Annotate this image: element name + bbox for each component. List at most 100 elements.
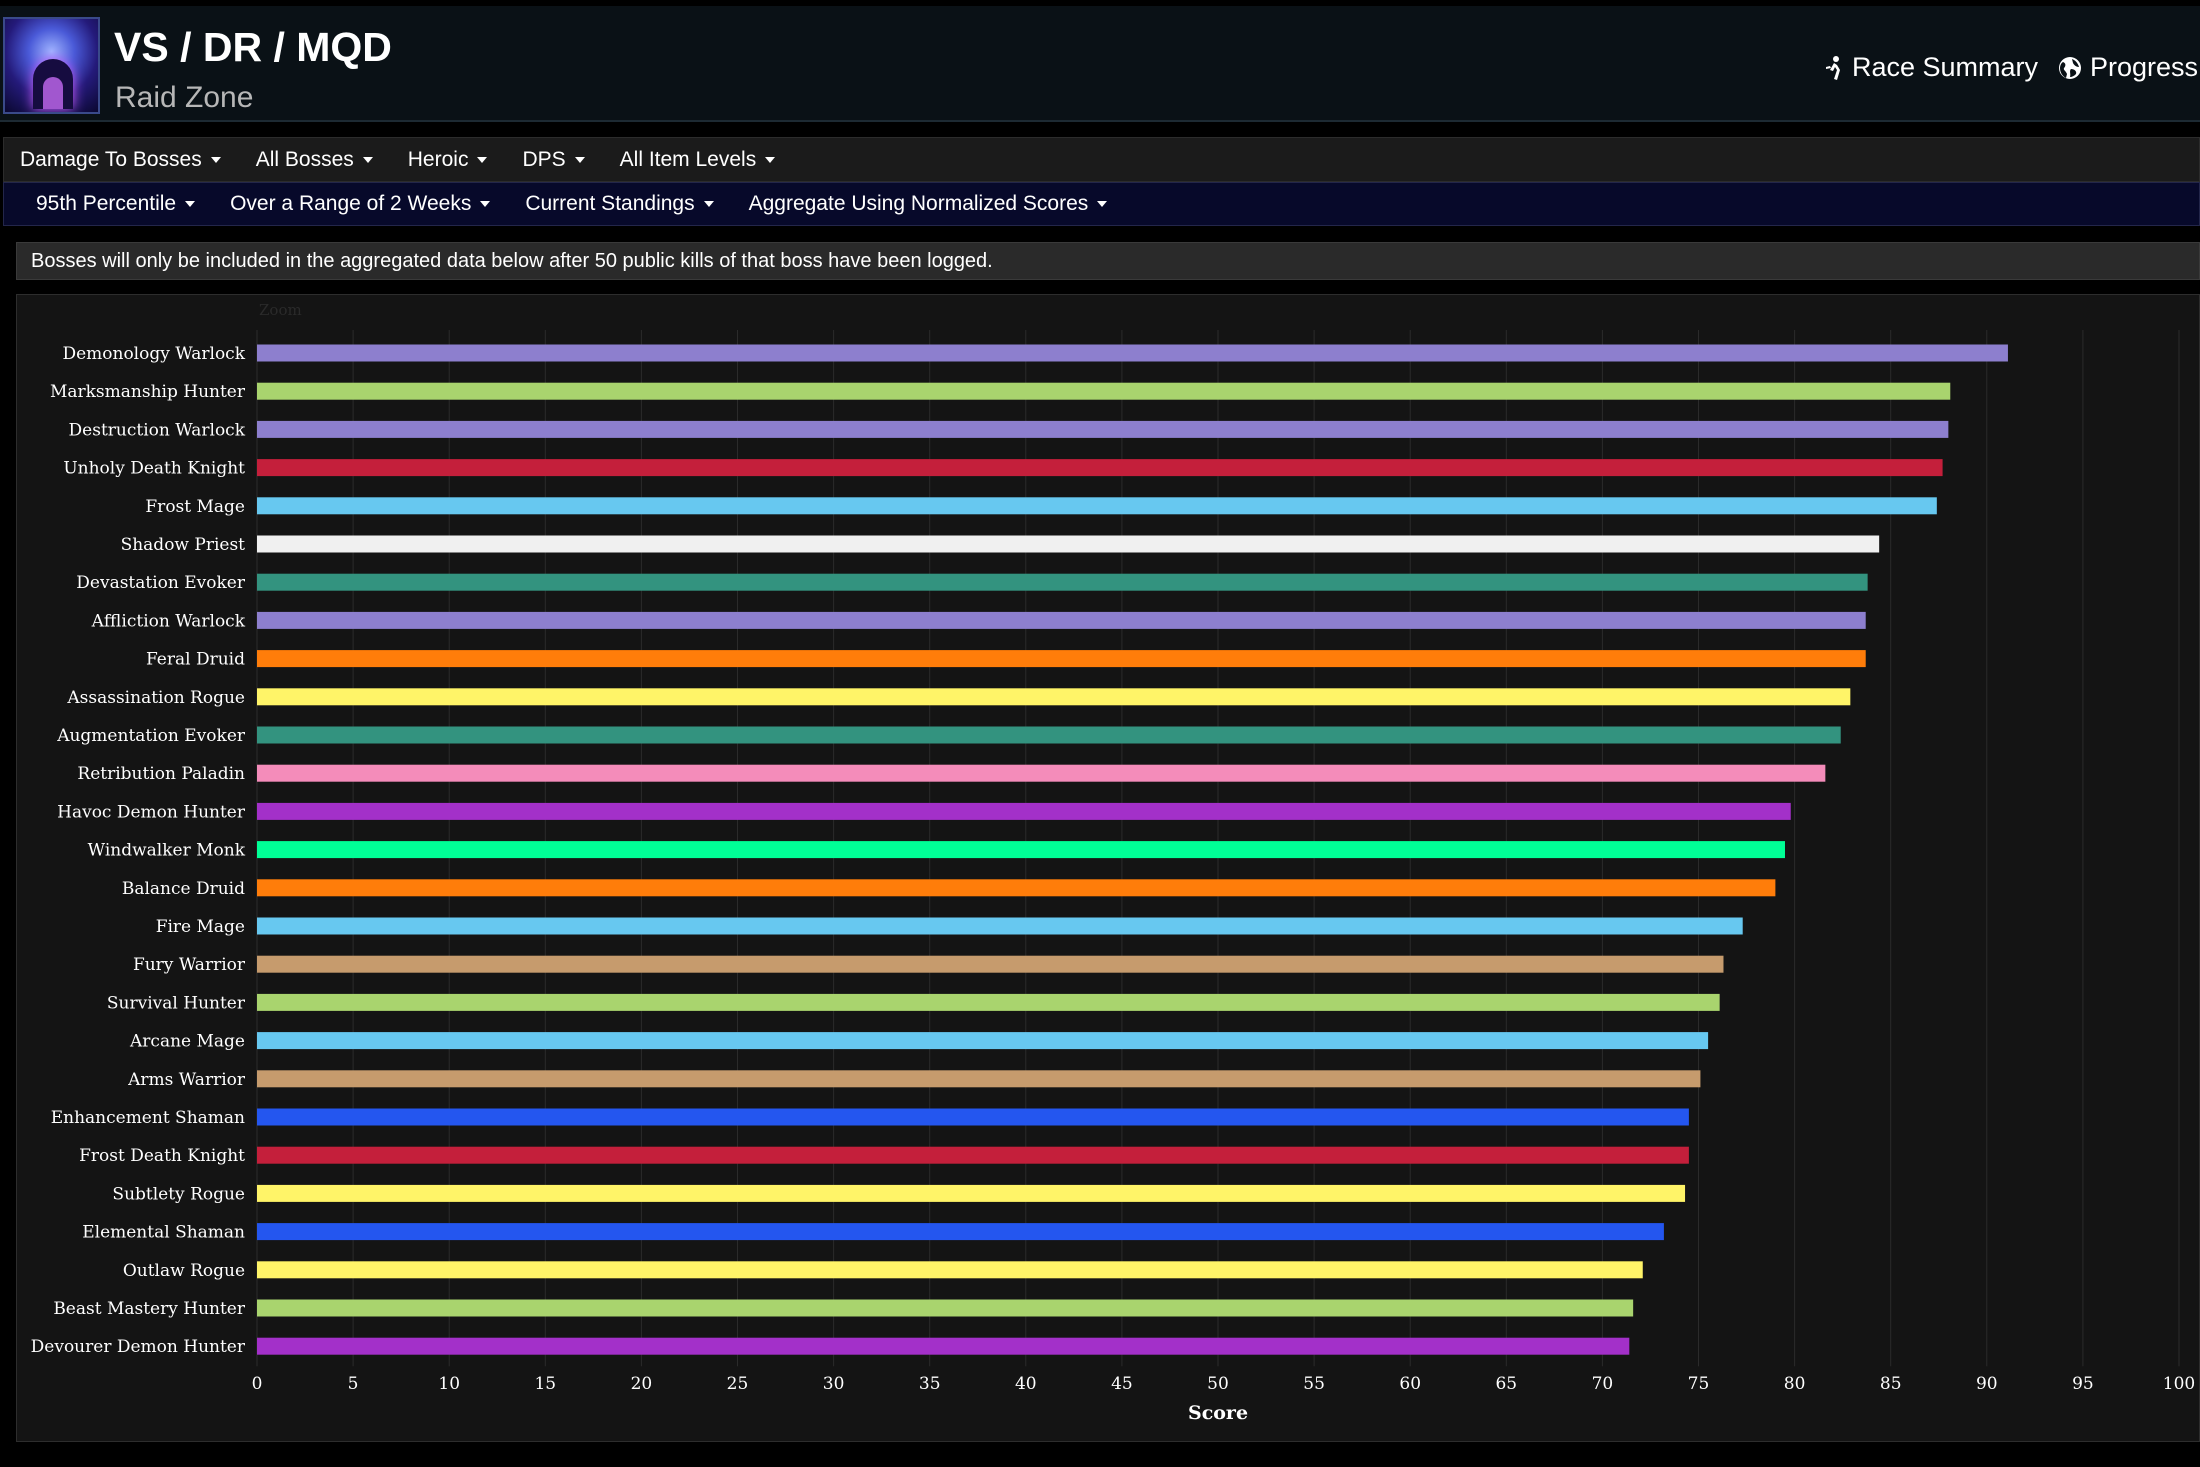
category-label: Windwalker Monk <box>88 841 246 861</box>
category-label: Shadow Priest <box>121 535 246 555</box>
bar <box>257 459 1943 477</box>
bar <box>257 344 2008 362</box>
x-tick-label: 15 <box>534 1374 556 1394</box>
x-tick-label: 5 <box>348 1374 359 1394</box>
bar <box>257 1184 1686 1202</box>
x-tick-label: 25 <box>727 1374 749 1394</box>
x-tick-label: 45 <box>1111 1374 1133 1394</box>
x-tick-label: 85 <box>1880 1374 1902 1394</box>
filter-row-primary: Damage To Bosses All Bosses Heroic DPS A… <box>3 137 2200 182</box>
difficulty-dropdown[interactable]: Heroic <box>408 148 488 172</box>
category-label: Retribution Paladin <box>77 764 245 784</box>
aggregation-dropdown[interactable]: Aggregate Using Normalized Scores <box>749 192 1108 216</box>
metric-dropdown[interactable]: Damage To Bosses <box>20 148 221 172</box>
bar <box>257 764 1826 782</box>
x-tick-label: 95 <box>2072 1374 2094 1394</box>
x-tick-label: 10 <box>438 1374 460 1394</box>
bar <box>257 955 1724 973</box>
category-label: Survival Hunter <box>107 993 246 1013</box>
category-label: Demonology Warlock <box>62 344 245 364</box>
category-label: Frost Death Knight <box>79 1146 245 1166</box>
running-person-icon <box>1826 55 1840 80</box>
zone-header: VS / DR / MQD Raid Zone Race Summary Pro… <box>0 6 2200 122</box>
category-label: Frost Mage <box>145 497 245 517</box>
category-label: Devourer Demon Hunter <box>31 1337 246 1357</box>
category-label: Elemental Shaman <box>82 1223 245 1243</box>
race-summary-label: Race Summary <box>1852 52 2039 82</box>
chevron-down-icon <box>765 156 776 163</box>
globe-icon <box>2059 56 2081 79</box>
bar <box>257 917 1743 935</box>
score-bar-chart: Zoom Demonology Warlock Marksmanship Hunte… <box>31 301 2196 1424</box>
x-tick-label: 65 <box>1495 1374 1517 1394</box>
bar <box>257 993 1720 1011</box>
chevron-down-icon <box>574 156 585 163</box>
item-level-dropdown[interactable]: All Item Levels <box>620 148 776 172</box>
bar <box>257 879 1776 897</box>
bar <box>257 1032 1709 1050</box>
bar <box>257 1261 1643 1279</box>
category-label: Feral Druid <box>146 650 245 670</box>
percentile-dropdown[interactable]: 95th Percentile <box>36 192 196 216</box>
zone-subtitle: Raid Zone <box>115 81 254 114</box>
x-tick-label: 60 <box>1399 1374 1421 1394</box>
bar <box>257 688 1851 706</box>
x-axis-title: Score <box>1188 1402 1248 1424</box>
bar <box>257 726 1841 744</box>
category-label: Enhancement Shaman <box>51 1108 245 1128</box>
bar <box>257 382 1951 400</box>
category-label: Affliction Warlock <box>91 611 246 631</box>
x-tick-label: 0 <box>252 1374 263 1394</box>
bar <box>257 1108 1689 1126</box>
boss-dropdown[interactable]: All Bosses <box>256 148 373 172</box>
x-tick-label: 30 <box>823 1374 845 1394</box>
bar <box>257 611 1866 629</box>
bar <box>257 420 1949 438</box>
category-label: Assassination Rogue <box>66 688 245 708</box>
bar <box>257 802 1791 820</box>
progress-link[interactable]: Progress <box>2058 52 2198 83</box>
bar <box>257 1146 1689 1164</box>
bar <box>257 1299 1634 1317</box>
chart-panel: Zoom Demonology Warlock Marksmanship Hunte… <box>16 294 2200 1442</box>
bar <box>257 573 1868 591</box>
category-label: Marksmanship Hunter <box>50 382 246 402</box>
x-tick-label: 80 <box>1784 1374 1806 1394</box>
chevron-down-icon <box>362 156 373 163</box>
category-label: Destruction Warlock <box>69 420 246 440</box>
bar <box>257 535 1880 553</box>
chevron-down-icon <box>477 156 488 163</box>
category-label: Subtlety Rogue <box>112 1184 245 1204</box>
category-label: Arms Warrior <box>127 1070 246 1090</box>
category-label: Havoc Demon Hunter <box>57 802 246 822</box>
category-label: Fire Mage <box>156 917 245 937</box>
x-tick-label: 100 <box>2163 1374 2195 1394</box>
role-dropdown[interactable]: DPS <box>522 148 585 172</box>
bar <box>257 841 1785 859</box>
zoom-label: Zoom <box>259 301 302 319</box>
x-tick-label: 75 <box>1688 1374 1710 1394</box>
chevron-down-icon <box>703 201 714 207</box>
bar <box>257 1223 1664 1241</box>
race-summary-link[interactable]: Race Summary <box>1824 52 2038 83</box>
standings-dropdown[interactable]: Current Standings <box>525 192 714 216</box>
x-tick-label: 90 <box>1976 1374 1998 1394</box>
progress-label: Progress <box>2090 52 2199 82</box>
chevron-down-icon <box>185 201 196 207</box>
category-label: Balance Druid <box>122 879 245 899</box>
bar <box>257 650 1866 668</box>
chevron-down-icon <box>480 201 491 207</box>
bar <box>257 1070 1701 1088</box>
zone-icon <box>3 17 100 114</box>
x-tick-label: 20 <box>631 1374 653 1394</box>
x-tick-label: 40 <box>1015 1374 1037 1394</box>
x-tick-label: 35 <box>919 1374 941 1394</box>
x-tick-label: 55 <box>1303 1374 1325 1394</box>
category-label: Augmentation Evoker <box>56 726 246 746</box>
chevron-down-icon <box>210 156 221 163</box>
category-label: Devastation Evoker <box>76 573 246 593</box>
category-label: Outlaw Rogue <box>123 1261 245 1281</box>
time-range-dropdown[interactable]: Over a Range of 2 Weeks <box>230 192 491 216</box>
category-label: Unholy Death Knight <box>63 459 245 479</box>
bar <box>257 497 1937 515</box>
